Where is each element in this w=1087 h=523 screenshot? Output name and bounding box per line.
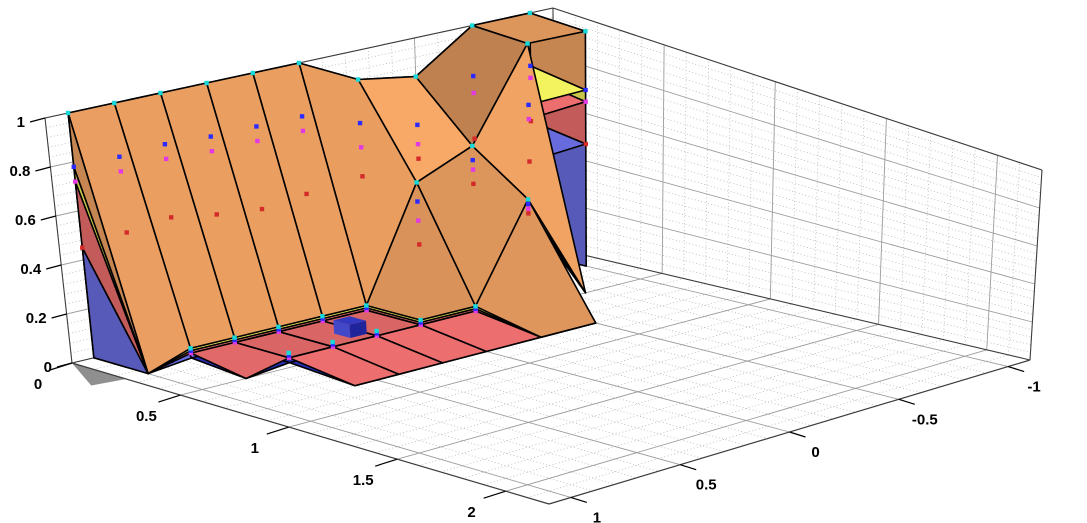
svg-text:0.6: 0.6 bbox=[15, 212, 36, 229]
surface-stack bbox=[67, 12, 597, 387]
svg-text:-0.5: -0.5 bbox=[912, 411, 938, 428]
svg-text:2: 2 bbox=[467, 504, 475, 521]
svg-text:0.5: 0.5 bbox=[696, 477, 717, 494]
svg-text:1.5: 1.5 bbox=[353, 472, 374, 489]
svg-text:1: 1 bbox=[251, 440, 259, 457]
svg-text:0: 0 bbox=[44, 359, 52, 376]
svg-text:-1: -1 bbox=[1027, 379, 1040, 396]
svg-text:0.2: 0.2 bbox=[26, 310, 47, 327]
svg-text:0.4: 0.4 bbox=[20, 261, 42, 278]
origin-shadow bbox=[72, 363, 127, 386]
vertex-markers bbox=[65, 10, 588, 360]
svg-text:0: 0 bbox=[811, 444, 819, 461]
svg-text:1: 1 bbox=[17, 114, 25, 131]
svg-text:0.5: 0.5 bbox=[136, 408, 157, 425]
svg-text:0.8: 0.8 bbox=[10, 163, 31, 180]
axis-ticks-labels: 0 0.5 1 1.5 2 1 0.5 0 -0.5 -1 0 0.2 0.4 0.6 0.8 1 bbox=[10, 114, 1041, 523]
data-point-cube bbox=[333, 316, 367, 338]
svg-text:1: 1 bbox=[593, 510, 601, 523]
svg-text:0: 0 bbox=[34, 376, 42, 393]
